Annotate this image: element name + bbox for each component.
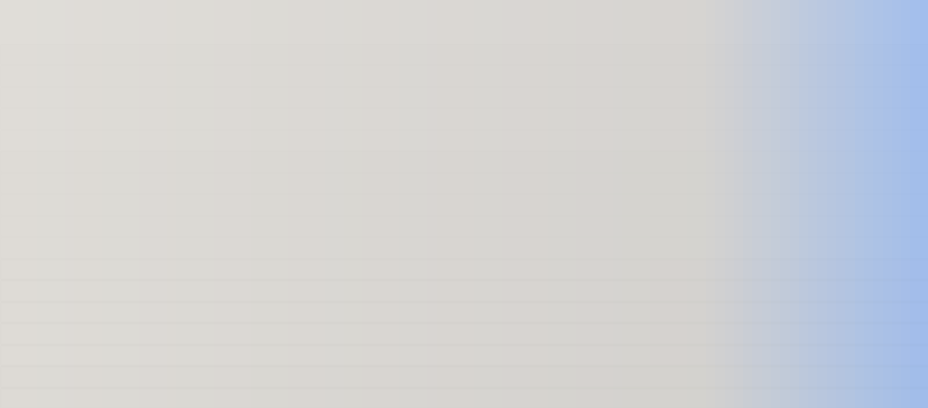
- Bar: [0, 1, 928, 22]
- Bar: [0, 280, 928, 301]
- Bar: [0, 87, 928, 107]
- Text: answer the questions that follow.: answer the questions that follow.: [23, 55, 311, 70]
- Bar: [0, 366, 928, 386]
- Bar: [0, 151, 928, 172]
- Bar: [0, 194, 928, 215]
- Text: 3: 3: [522, 122, 535, 143]
- Bar: [0, 66, 928, 86]
- Bar: [0, 109, 928, 129]
- Bar: [0, 130, 928, 150]
- Bar: [0, 44, 928, 64]
- Text: 9. How many elements are present in the chemical formula?: 9. How many elements are present in the …: [11, 166, 655, 185]
- Bar: [0, 237, 928, 258]
- Text: NaHCO: NaHCO: [380, 98, 511, 131]
- Bar: [0, 388, 928, 408]
- Bar: [0, 259, 928, 279]
- Bar: [0, 173, 928, 193]
- Text: Element and Compound Molecules- Look at the chemical formulas below and: Element and Compound Molecules- Look at …: [23, 20, 681, 35]
- Text: 10. How many molecules?: 10. How many molecules?: [11, 252, 290, 271]
- Bar: [0, 216, 928, 236]
- Bar: [0, 302, 928, 322]
- Bar: [0, 345, 928, 365]
- Bar: [0, 22, 928, 43]
- Text: 11. What is the total number of atoms in the chemical formula?: 11. What is the total number of atoms in…: [11, 362, 688, 381]
- Bar: [0, 323, 928, 344]
